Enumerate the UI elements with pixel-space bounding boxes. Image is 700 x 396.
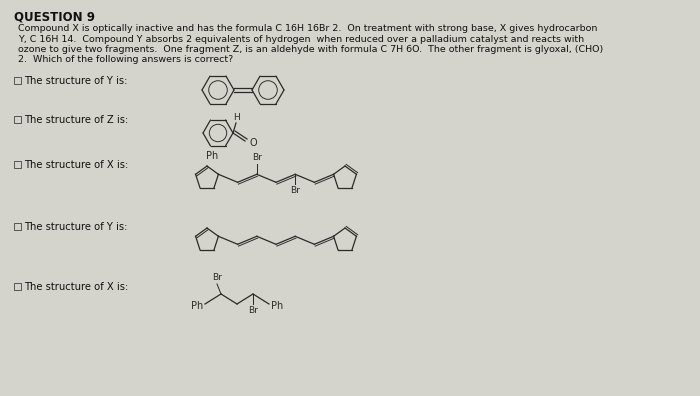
Text: The structure of Y is:: The structure of Y is:: [24, 76, 127, 86]
Bar: [14, 223, 21, 230]
Text: Ph: Ph: [271, 301, 284, 311]
Text: Br: Br: [212, 273, 222, 282]
Text: QUESTION 9: QUESTION 9: [14, 10, 95, 23]
Text: O: O: [249, 138, 257, 148]
Text: Br: Br: [248, 306, 258, 315]
Text: Ph: Ph: [206, 151, 218, 161]
Text: Ph: Ph: [190, 301, 203, 311]
Text: The structure of Z is:: The structure of Z is:: [24, 115, 128, 125]
Text: Br: Br: [290, 186, 300, 195]
Text: The structure of X is:: The structure of X is:: [24, 160, 128, 170]
Bar: [14, 116, 21, 122]
Text: H: H: [232, 113, 239, 122]
Text: Y, C 16H 14.  Compound Y absorbs 2 equivalents of hydrogen  when reduced over a : Y, C 16H 14. Compound Y absorbs 2 equiva…: [18, 34, 584, 44]
Bar: [14, 282, 21, 289]
Text: The structure of Y is:: The structure of Y is:: [24, 222, 127, 232]
Bar: [14, 76, 21, 84]
Text: Br: Br: [252, 153, 262, 162]
Text: Compound X is optically inactive and has the formula C 16H 16Br 2.  On treatment: Compound X is optically inactive and has…: [18, 24, 597, 33]
Bar: [14, 160, 21, 168]
Text: 2.  Which of the following answers is correct?: 2. Which of the following answers is cor…: [18, 55, 233, 65]
Text: The structure of X is:: The structure of X is:: [24, 282, 128, 292]
Text: ozone to give two fragments.  One fragment Z, is an aldehyde with formula C 7H 6: ozone to give two fragments. One fragmen…: [18, 45, 603, 54]
